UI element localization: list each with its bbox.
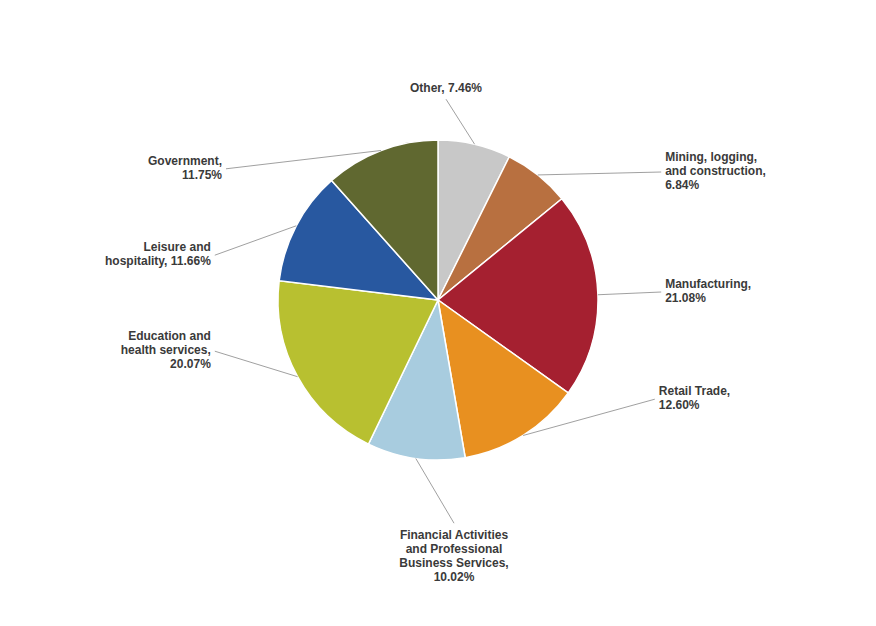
data-label-line: Leisure and — [143, 240, 210, 254]
data-label-line: hospitality, 11.66% — [105, 254, 211, 268]
leader-line — [523, 399, 655, 435]
data-label: Education andhealth services,20.07% — [121, 329, 211, 371]
leader-line — [215, 226, 296, 255]
data-label: Retail Trade,12.60% — [659, 384, 730, 412]
labels: Other, 7.46% Mining, logging,and construc… — [105, 81, 766, 584]
data-label-line: 10.02% — [434, 570, 475, 584]
data-label-line: 11.75% — [182, 168, 222, 182]
data-label-line: Education and — [128, 329, 211, 343]
leader-line — [215, 351, 298, 377]
data-label: Financial Activitiesand ProfessionalBusi… — [399, 528, 508, 584]
data-label-line: and Professional — [406, 542, 503, 556]
data-label-line: 21.08% — [665, 291, 706, 305]
data-label-line: Financial Activities — [400, 528, 509, 542]
data-label: Manufacturing,21.08% — [665, 277, 751, 305]
data-label-line: Mining, logging, — [665, 150, 757, 164]
leader-line — [446, 99, 475, 144]
data-label-line: and construction, — [665, 164, 766, 178]
data-label: Mining, logging,and construction,6.84% — [665, 150, 766, 192]
data-label-line: Manufacturing, — [665, 277, 751, 291]
leader-line — [538, 172, 661, 175]
pie — [278, 140, 598, 460]
data-label: Other, 7.46% — [410, 81, 482, 95]
leader-line — [226, 150, 381, 168]
chart: Other, 7.46% Mining, logging,and construc… — [0, 0, 876, 626]
data-label-line: Business Services, — [399, 556, 508, 570]
leader-line — [598, 292, 661, 295]
data-label-line: 12.60% — [659, 398, 700, 412]
slice — [332, 140, 438, 300]
leader-line — [416, 458, 454, 523]
data-label-line: 6.84% — [665, 178, 699, 192]
slice — [278, 281, 438, 444]
data-label: Government,11.75% — [148, 154, 222, 182]
data-label-line: Government, — [148, 154, 222, 168]
data-label-line: health services, — [121, 343, 211, 357]
data-label-line: 20.07% — [170, 357, 211, 371]
data-label-line: Other, 7.46% — [410, 81, 482, 95]
data-label: Leisure andhospitality, 11.66% — [105, 240, 211, 268]
data-label-line: Retail Trade, — [659, 384, 730, 398]
